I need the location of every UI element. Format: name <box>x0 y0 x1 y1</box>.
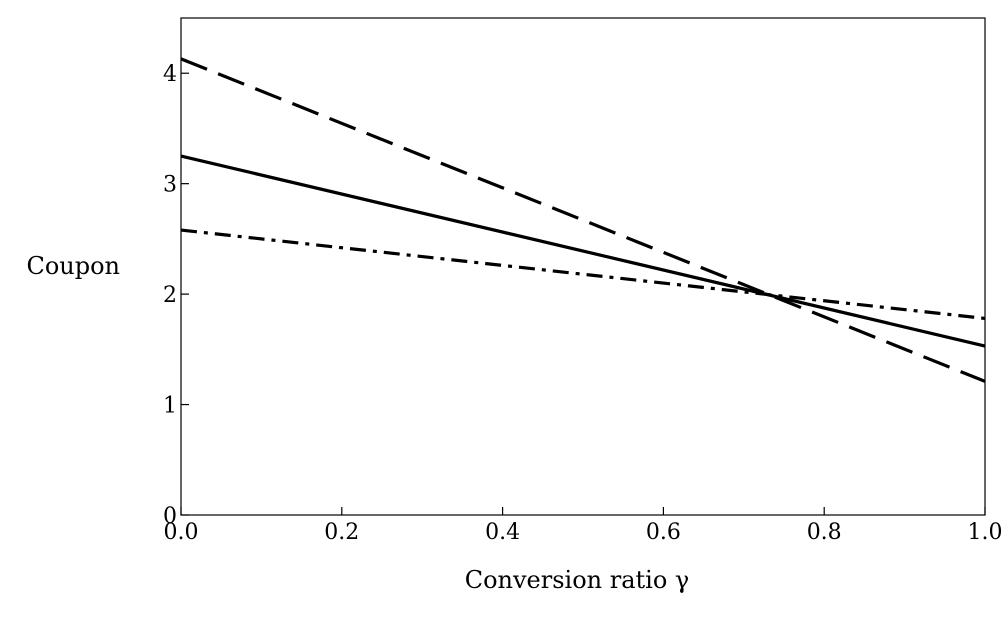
y-tick-label: 2 <box>163 283 177 308</box>
y-tick-label: 0 <box>163 504 177 529</box>
series-line-solid <box>180 154 986 348</box>
plot-frame <box>180 17 986 516</box>
series-line-dashdot <box>180 228 986 320</box>
plot-layer <box>180 57 986 383</box>
series-line-dashed <box>180 57 986 383</box>
x-tick-label: 0.4 <box>485 520 520 545</box>
x-tick-label: 0.8 <box>807 520 842 545</box>
x-tick-label: 0.6 <box>646 520 681 545</box>
x-axis-title: Conversion ratio γ <box>465 566 690 594</box>
y-tick-label: 4 <box>163 62 177 87</box>
x-tick-label: 0.2 <box>324 520 359 545</box>
y-tick-label: 1 <box>163 394 177 419</box>
y-axis-title: Coupon <box>26 252 120 280</box>
y-tick-label: 3 <box>163 173 177 198</box>
x-tick-label: 0.0 <box>164 520 199 545</box>
x-tick-label: 1.0 <box>968 520 1003 545</box>
ticks-layer: 0.0 0.2 0.4 0.6 0.8 1.0 0 1 2 3 4 <box>163 62 1003 545</box>
